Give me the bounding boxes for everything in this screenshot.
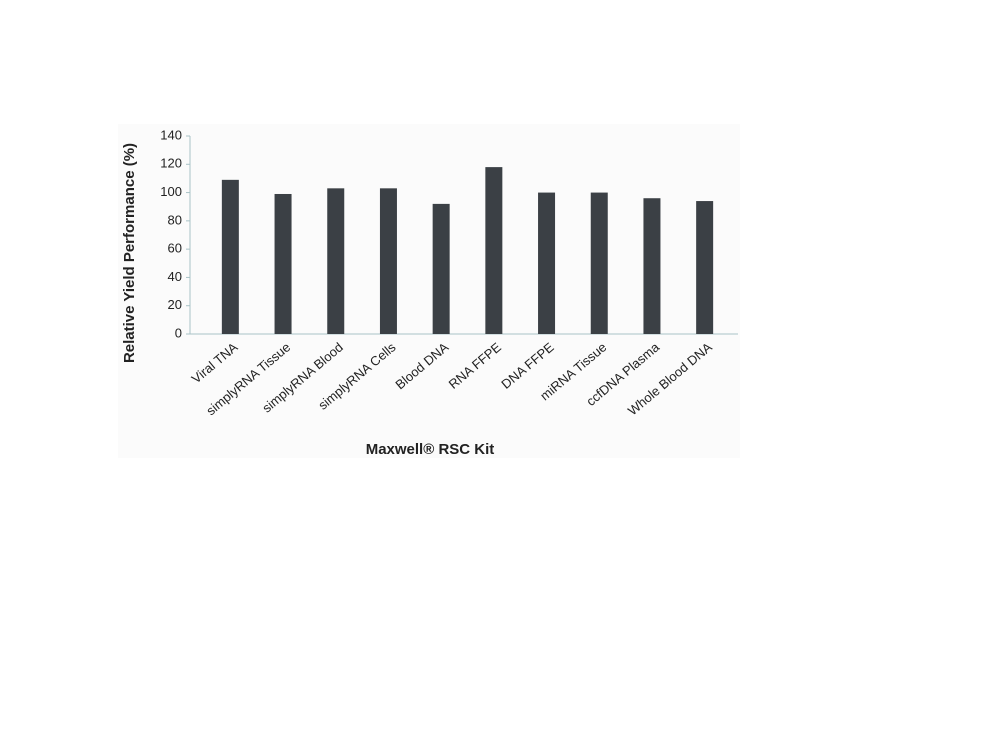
- chart-background: [118, 124, 740, 458]
- bar: [327, 188, 345, 334]
- y-tick-label: 120: [160, 156, 182, 171]
- y-axis-title: Relative Yield Performance (%): [121, 143, 138, 363]
- bar: [696, 201, 714, 334]
- bar: [485, 167, 503, 334]
- bar: [379, 188, 397, 334]
- bar: [221, 179, 239, 334]
- y-tick-label: 80: [168, 212, 182, 227]
- bar: [590, 192, 608, 334]
- y-tick-label: 40: [168, 269, 182, 284]
- bar: [432, 203, 450, 334]
- bar: [538, 192, 556, 334]
- y-tick-label: 60: [168, 241, 182, 256]
- y-tick-label: 140: [160, 127, 182, 142]
- bar: [643, 198, 661, 334]
- bar: [274, 193, 292, 334]
- y-tick-label: 100: [160, 184, 182, 199]
- x-axis-title: Maxwell® RSC Kit: [366, 441, 495, 458]
- y-tick-label: 20: [168, 297, 182, 312]
- y-tick-label: 0: [175, 325, 182, 340]
